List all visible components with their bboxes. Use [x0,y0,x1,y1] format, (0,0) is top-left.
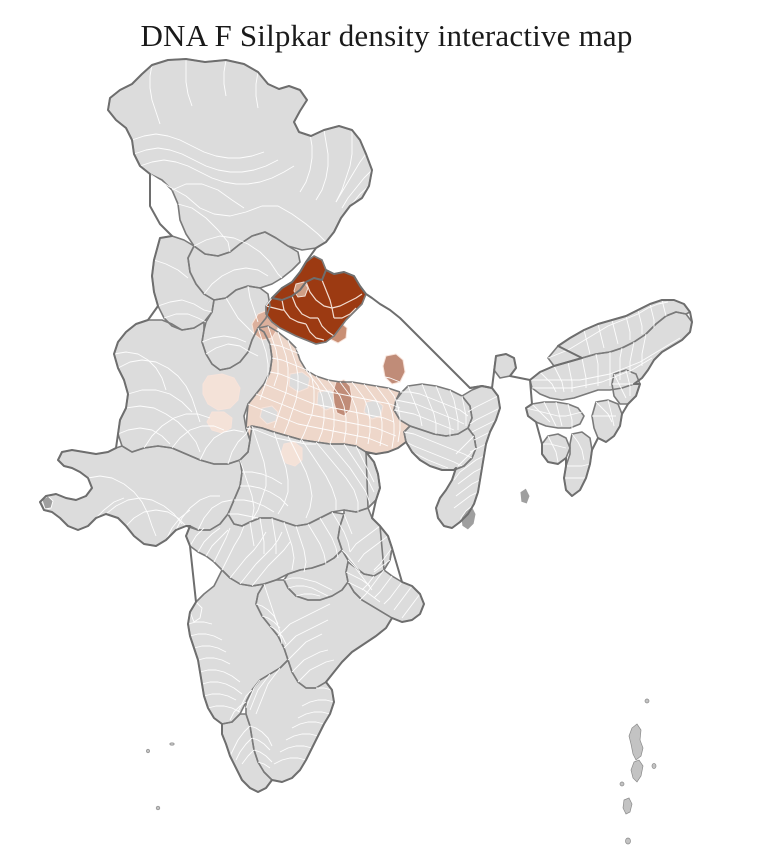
region-lakshadweep-islands[interactable] [146,742,175,811]
country-outline-group [39,58,693,793]
india-choropleth-map[interactable] [0,56,773,848]
region-jammu-kashmir[interactable] [107,58,373,257]
district-jaipur-lowdensity[interactable] [206,411,233,434]
page-title: DNA F Silpkar density interactive map [140,18,633,53]
base-landmass-group [39,58,693,848]
region-andaman-nicobar-islands[interactable] [619,698,657,848]
map-svg[interactable] [0,56,773,848]
district-alwar-lowdensity[interactable] [202,373,241,411]
district-boundaries-texture [87,59,681,769]
uttarakhand-district-borders [265,277,363,341]
district-central-up-high[interactable] [332,379,353,417]
region-coastal-dark-edge [519,487,531,505]
